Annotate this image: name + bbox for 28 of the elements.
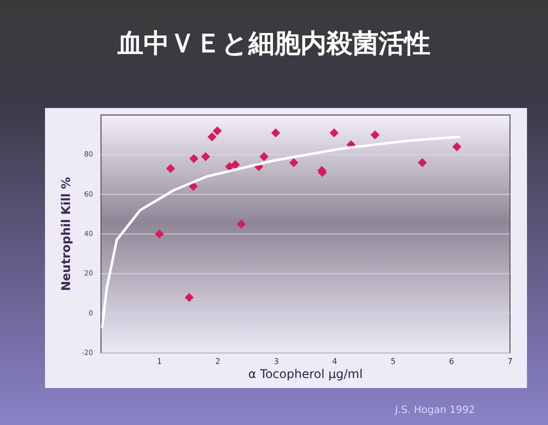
x-tick-label: 4 xyxy=(332,357,338,366)
chart-title: 血中ＶＥと細胞内殺菌活性 xyxy=(116,29,430,59)
point xyxy=(189,154,198,164)
x-axis-title: α Tocopherol µg/ml xyxy=(248,367,363,381)
point xyxy=(212,126,222,136)
point xyxy=(201,152,210,162)
x-tick-label: 2 xyxy=(215,357,220,366)
line-series xyxy=(100,136,460,328)
point xyxy=(271,128,280,138)
point xyxy=(260,152,269,162)
point xyxy=(154,230,164,238)
x-tick-label: 5 xyxy=(390,357,396,366)
x-tick-label: 7 xyxy=(507,357,513,366)
point xyxy=(418,158,427,168)
point xyxy=(289,158,298,168)
point xyxy=(166,164,176,174)
point xyxy=(452,142,462,152)
point xyxy=(230,160,240,170)
y-axis-title: Neutrophil Kill % xyxy=(59,177,73,291)
text: J.S. Hogan 1992 xyxy=(394,405,475,416)
point xyxy=(208,132,217,142)
point xyxy=(330,128,339,138)
point xyxy=(370,130,380,140)
x-tick-label: 3 xyxy=(274,357,279,366)
point xyxy=(236,220,246,229)
x-tick-label: 1 xyxy=(156,357,162,366)
x-tick-label: 6 xyxy=(449,357,454,366)
point xyxy=(184,292,194,302)
